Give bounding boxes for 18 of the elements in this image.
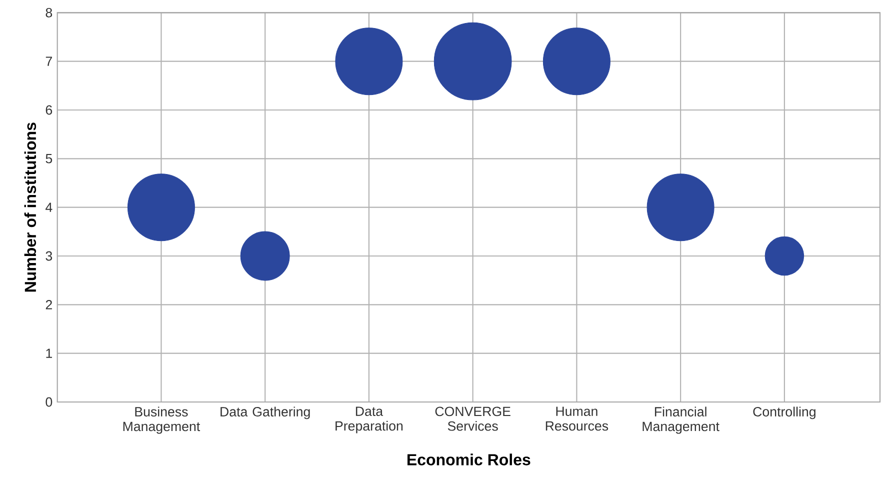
y-tick-label: 2: [46, 300, 52, 310]
x-axis-title: Economic Roles: [408, 454, 530, 466]
y-tick-label: 8: [46, 8, 52, 18]
x-tick-label: Data Preparation: [336, 406, 403, 434]
x-tick-label: CONVERGE Services: [435, 406, 510, 431]
y-tick-label: 5: [46, 154, 52, 164]
x-tick-label: Data Gathering: [220, 406, 310, 420]
x-tick-label: Controlling: [753, 406, 816, 420]
y-tick-label: 6: [46, 105, 52, 115]
y-tick-label: 7: [46, 56, 52, 66]
x-tick-label: Financial Management: [642, 406, 720, 434]
x-tick-label: Human Resources: [546, 406, 608, 431]
y-tick-label: 1: [46, 348, 52, 358]
y-tick-label: 3: [46, 251, 52, 261]
x-tick-label: Business Management: [123, 406, 200, 434]
y-axis-title: Number of institutions: [24, 122, 36, 292]
y-tick-label: 4: [46, 202, 52, 212]
y-tick-label: 0: [46, 397, 52, 407]
